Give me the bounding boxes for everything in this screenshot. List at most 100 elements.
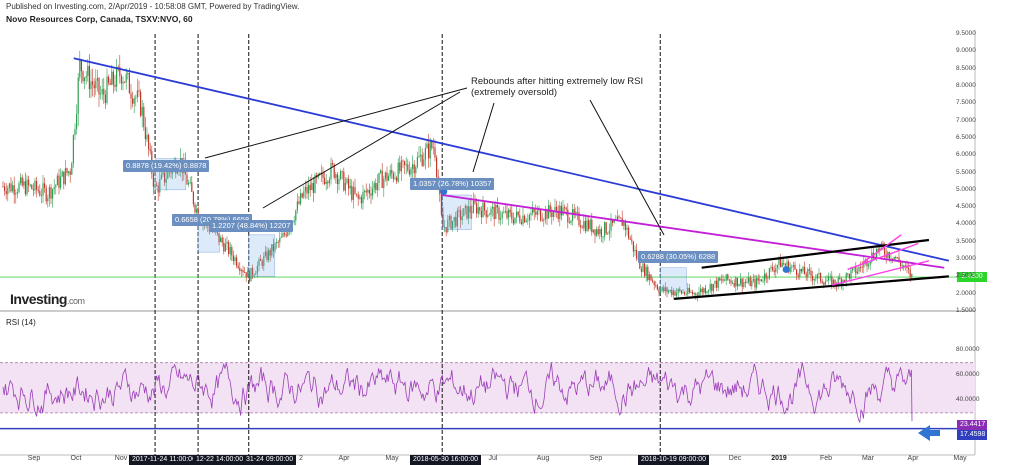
candle-body [122,81,124,84]
candle-body [245,272,247,278]
candle-body [596,229,598,236]
candle-body [26,179,28,195]
candle-body [117,66,119,68]
candle-body [23,181,25,186]
candle-body [128,72,130,94]
candle-body [776,264,778,269]
candle-body [749,277,751,287]
candle-body [13,185,15,195]
candle-body [69,171,71,175]
candle-body [469,206,471,213]
candle-body [644,263,646,276]
candle-body [671,290,673,296]
candle-body [831,276,833,287]
candle-body [60,176,62,188]
candle-body [852,268,854,271]
candle-body [568,222,570,224]
candle-body [480,210,482,218]
candle-body [431,141,433,149]
candle-body [240,270,242,272]
candle-body [530,213,532,215]
annotation-pointer-line [262,91,461,209]
candle-body [228,241,230,255]
candle-body [720,279,722,281]
candle-body [220,237,222,243]
candle-body [189,182,191,184]
candle-body [879,247,881,251]
candle-body [773,270,775,273]
candle-body [234,257,236,261]
price-tick-label: 1.5000 [956,307,976,314]
candle-body [125,74,127,83]
candle-body [95,80,97,89]
candle-body [604,222,606,237]
candle-body [762,280,764,282]
published-header: Published on Investing.com, 2/Apr/2019 -… [6,2,300,11]
candle-body [272,244,274,252]
candle-body [685,293,687,295]
candle-body [389,170,391,177]
candle-body [424,148,426,160]
candle-body [706,291,708,293]
candle-body [816,274,818,279]
candle-body [648,274,650,281]
candle-body [613,220,615,223]
candle-body [564,207,566,209]
candle-body [655,285,657,286]
candle-body [584,221,586,232]
candle-body [47,198,49,202]
candle-body [492,206,494,209]
candle-body [506,211,508,218]
candle-body [461,216,463,221]
candle-body [772,267,774,271]
time-tick-label: 2019 [771,455,787,462]
candle-body [586,220,588,232]
candle-body [141,106,143,116]
annotation-pointer-line [204,87,468,159]
candle-body [415,166,417,174]
candle-body [620,217,622,219]
candle-body [135,97,137,99]
candle-body [869,261,871,265]
candle-body [804,266,806,275]
candle-body [460,210,462,221]
candle-body [797,274,799,277]
price-tick-label: 3.0000 [956,255,976,263]
candle-body [277,242,279,243]
candle-body [52,189,54,199]
candle-body [546,210,548,219]
candle-body [770,267,772,269]
time-tick-label: Apr [338,455,350,462]
candle-body [232,255,234,261]
candle-body [352,187,354,200]
candle-body [676,292,678,296]
candle-body [709,284,711,291]
candle-body [656,285,658,290]
candle-body [452,221,454,229]
candle-body [103,88,105,95]
candle-body [704,288,706,293]
candle-body [338,179,340,184]
candle-body [72,135,74,164]
candle-body [196,209,198,213]
candle-body [383,178,385,189]
candle-body [516,211,518,218]
candle-body [104,94,106,103]
time-tick-label: Apr [907,455,919,462]
candle-body [100,93,102,95]
candle-body [484,202,486,211]
candle-body [247,270,249,278]
candle-body [34,180,36,191]
candle-body [252,267,254,276]
candle-body [394,177,396,179]
candle-body [738,284,740,287]
trendline-black-lower [673,275,949,300]
candle-body [392,173,394,179]
candle-body [511,212,513,220]
candle-body [744,282,746,284]
candle-body [863,262,865,268]
candle-body [666,287,668,293]
candle-body [98,78,100,95]
candle-body [386,172,388,181]
date-box: 12-22 14:00:00 [193,455,247,465]
